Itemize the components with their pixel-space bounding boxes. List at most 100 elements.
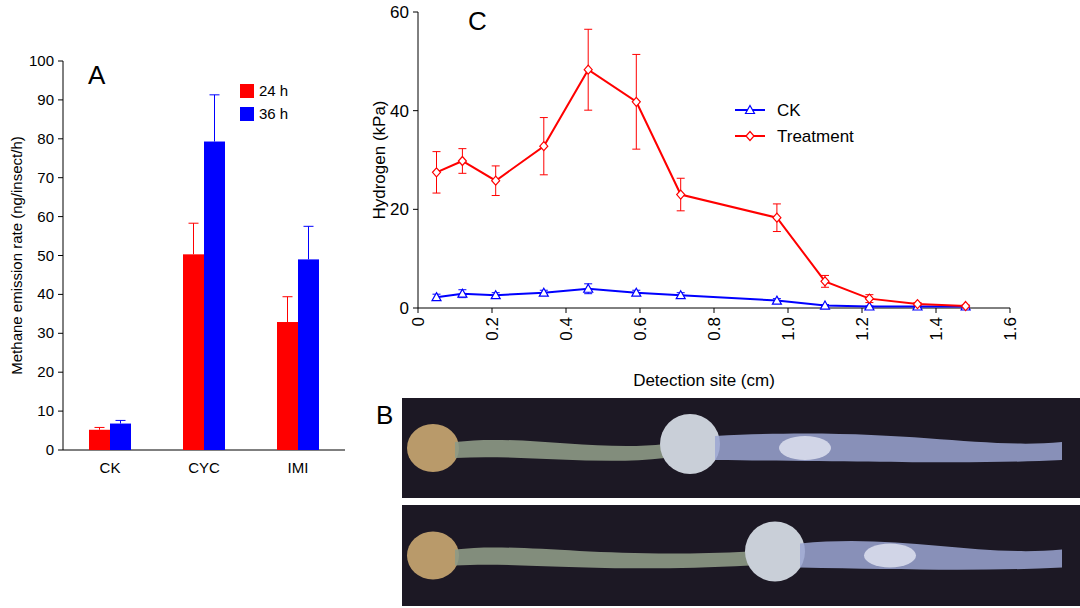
legend-swatch — [240, 84, 254, 98]
y-tick — [58, 177, 63, 178]
x-tick — [418, 308, 419, 313]
x-tick-label: 0 — [409, 317, 428, 326]
error-bar — [458, 290, 466, 298]
x-tick — [1010, 308, 1011, 313]
x-tick-label: IMI — [288, 459, 309, 476]
error-bar — [304, 226, 314, 259]
marker — [914, 300, 922, 309]
error-bar — [540, 118, 548, 175]
marker — [821, 277, 829, 286]
error-cap — [189, 223, 199, 224]
panel-label: A — [88, 60, 106, 90]
legend-marker — [746, 132, 754, 141]
bars — [89, 95, 319, 450]
legend: CK Treatment — [735, 101, 854, 146]
error-bar — [189, 223, 199, 254]
y-tick-label: 70 — [37, 169, 54, 186]
y-tick — [58, 61, 63, 62]
y-tick-label: 90 — [37, 91, 54, 108]
photo — [402, 505, 1080, 606]
marker — [821, 301, 830, 309]
legend-marker — [746, 106, 755, 114]
panel-b: B — [376, 398, 1080, 606]
error-cap — [773, 203, 781, 204]
error-cap — [584, 293, 592, 294]
x-tick-label: 1.6 — [1001, 317, 1020, 341]
error-bar — [458, 149, 466, 174]
marker — [433, 168, 441, 177]
y-tick-label: 100 — [29, 52, 54, 69]
error-cap — [773, 231, 781, 232]
x-tick — [788, 308, 789, 313]
x-tick — [862, 308, 863, 313]
panel-label: B — [376, 400, 393, 430]
gut-midgut — [455, 547, 750, 568]
x-tick-label: 1.0 — [779, 317, 798, 341]
bar — [89, 430, 110, 450]
plot — [432, 29, 970, 310]
error-cap — [283, 296, 293, 297]
x-tick-label: CYC — [188, 459, 220, 476]
y-tick — [58, 99, 63, 100]
error-cap — [116, 420, 126, 421]
error-cap — [433, 151, 441, 152]
panel-label: C — [468, 6, 487, 36]
marker — [772, 296, 781, 304]
error-cap — [304, 226, 314, 227]
gut-hindgut — [715, 434, 1062, 463]
gut-hindgut — [800, 541, 1062, 570]
y-tick — [413, 12, 418, 13]
y-tick — [58, 294, 63, 295]
legend: 24 h36 h — [240, 82, 288, 122]
x-tick-label: 1.2 — [853, 317, 872, 341]
error-stem — [308, 226, 309, 259]
error-bar — [632, 54, 640, 149]
x-tick-label: 0.6 — [631, 317, 650, 341]
x-tick-label: 0.2 — [483, 317, 502, 341]
error-cap — [540, 117, 548, 118]
bar — [298, 259, 319, 450]
error-stem — [214, 95, 215, 142]
legend-label: CK — [777, 101, 801, 120]
error-cap — [540, 174, 548, 175]
error-cap — [821, 287, 829, 288]
error-cap — [492, 165, 500, 166]
y-tick — [58, 333, 63, 334]
y-tick — [58, 138, 63, 139]
y-tick-label: 20 — [37, 363, 54, 380]
panel-a: 0102030405060708090100CKCYCIMIMethane em… — [8, 52, 345, 476]
gut-segment — [864, 544, 916, 568]
error-bar — [865, 295, 873, 303]
y-tick-label: 80 — [37, 130, 54, 147]
panel-c: 020406000.20.40.60.81.01.21.41.6Detectio… — [370, 3, 1020, 390]
y-tick-label: 0 — [400, 299, 409, 318]
marker — [540, 142, 548, 151]
x-tick-label: 0.4 — [557, 317, 576, 341]
y-axis-label: Hydrogen (kPa) — [370, 100, 389, 219]
marker — [491, 291, 500, 299]
y-tick-label: 20 — [390, 200, 409, 219]
y-tick — [58, 216, 63, 217]
x-tick — [936, 308, 937, 313]
error-cap — [458, 173, 466, 174]
y-axis — [418, 12, 419, 308]
x-tick — [640, 308, 641, 313]
x-tick — [492, 308, 493, 313]
y-tick-label: 50 — [37, 247, 54, 264]
marker — [676, 291, 685, 299]
marker — [458, 156, 466, 165]
x-tick-label: CK — [100, 459, 121, 476]
error-cap — [584, 110, 592, 111]
legend-label: Treatment — [777, 127, 854, 146]
x-tick — [714, 308, 715, 313]
y-tick-label: 30 — [37, 324, 54, 341]
bar — [110, 424, 131, 450]
error-cap — [677, 210, 685, 211]
error-bar — [116, 420, 126, 423]
error-bar — [492, 166, 500, 196]
y-tick-label: 40 — [37, 285, 54, 302]
series-line — [437, 289, 966, 307]
marker — [492, 176, 500, 185]
bar — [183, 254, 204, 450]
y-tick — [58, 372, 63, 373]
